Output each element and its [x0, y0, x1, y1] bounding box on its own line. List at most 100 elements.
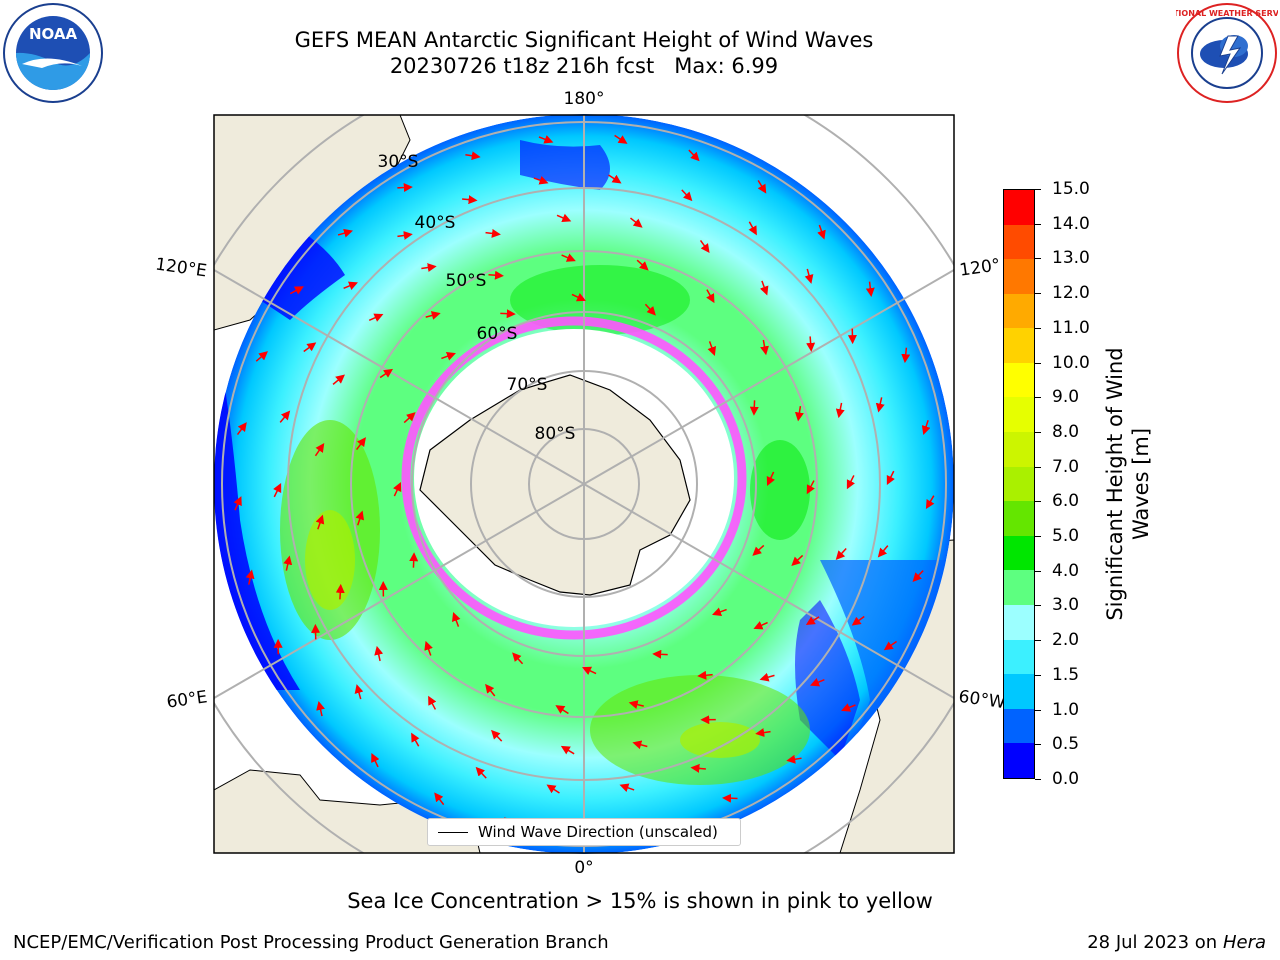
colorbar-swatch — [1004, 189, 1034, 225]
colorbar-tick-mark — [1035, 640, 1041, 642]
wave-direction-arrow — [630, 217, 643, 228]
colorbar-tick-mark — [1035, 709, 1041, 711]
wave-direction-arrow — [462, 195, 478, 205]
colorbar-tick-mark — [1035, 431, 1041, 433]
wave-direction-arrow — [397, 231, 413, 240]
wave-direction-arrow — [475, 766, 487, 779]
wave-direction-arrow — [485, 683, 496, 697]
colorbar-tick-mark — [1035, 744, 1041, 746]
noaa-logo-text: NOAA — [29, 25, 78, 43]
colorbar-swatch — [1004, 328, 1034, 363]
plot-subtitle: 20230726 t18z 216h fcst Max: 6.99 — [389, 54, 779, 78]
wave-direction-arrow — [393, 482, 402, 497]
wave-direction-arrow — [379, 368, 393, 379]
plot-title: GEFS MEAN Antarctic Significant Height o… — [294, 28, 874, 52]
wave-direction-arrow — [688, 149, 700, 162]
wave-direction-arrow — [425, 311, 441, 320]
wave-direction-arrow — [488, 270, 504, 280]
footer-machine: Hera — [1222, 932, 1266, 953]
lat-label-30s: 30°S — [377, 152, 419, 172]
wave-direction-arrow — [835, 402, 845, 419]
wave-direction-arrow — [371, 752, 380, 768]
colorbar-tick-mark — [1035, 189, 1041, 190]
colorbar-swatch — [1004, 397, 1034, 433]
colorbar-swatch — [1004, 570, 1034, 606]
wave-direction-arrow — [355, 510, 365, 526]
colorbar-tick-label: 15.0 — [1052, 179, 1090, 199]
colorbar-tick-mark — [1035, 570, 1041, 572]
wave-direction-arrow — [752, 544, 765, 556]
wave-direction-arrow — [303, 342, 317, 353]
wave-direction-arrow — [712, 607, 727, 617]
wave-direction-arrow — [841, 703, 856, 712]
colorbar-swatch — [1004, 535, 1034, 571]
lat-label-40s: 40°S — [414, 213, 456, 233]
colorbar-tick-mark — [1035, 779, 1041, 780]
colorbar-swatch — [1004, 466, 1034, 502]
colorbar-tick-mark — [1035, 674, 1041, 676]
wave-direction-arrow — [760, 339, 769, 356]
footer-date-text: 28 Jul 2023 on — [1087, 932, 1223, 953]
colorbar-tick-label: 12.0 — [1052, 283, 1090, 304]
colorbar-tick-label: 5.0 — [1052, 526, 1080, 547]
colorbar-tick-label: 1.5 — [1052, 664, 1080, 685]
colorbar-tick-label: 14.0 — [1052, 213, 1090, 234]
wave-direction-arrow — [546, 784, 560, 794]
colorbar-swatch — [1004, 708, 1034, 744]
wave-direction-arrow — [411, 732, 420, 747]
wave-direction-arrow — [571, 293, 586, 302]
wave-direction-arrow — [817, 224, 826, 240]
sea-ice-note: Sea Ice Concentration > 15% is shown in … — [347, 889, 933, 913]
wave-direction-arrow — [485, 228, 501, 238]
wave-direction-arrow — [273, 482, 282, 498]
wave-direction-arrow — [314, 443, 325, 457]
wave-direction-arrow — [332, 374, 345, 385]
wave-direction-arrow — [835, 548, 847, 560]
wave-direction-arrow — [619, 783, 635, 793]
wave-direction-arrow — [538, 135, 554, 144]
wave-direction-arrow — [316, 700, 325, 717]
wave-direction-arrow — [356, 437, 366, 450]
colorbar-swatch — [1004, 362, 1034, 398]
colorbar-swatch — [1004, 674, 1034, 709]
wave-direction-arrow — [753, 621, 768, 630]
wave-direction-arrow — [560, 745, 575, 755]
colorbar-tick-label: 3.0 — [1052, 595, 1080, 616]
wave-direction-arrow — [424, 640, 433, 656]
lon-label-180: 180° — [563, 89, 605, 109]
wave-direction-arrow — [875, 397, 885, 413]
wave-direction-arrow — [883, 640, 897, 651]
wave-direction-arrow — [279, 410, 291, 423]
wave-direction-arrow — [368, 313, 384, 322]
wave-direction-arrow — [722, 793, 738, 803]
colorbar-tick-mark — [1035, 258, 1041, 260]
map-legend: Wind Wave Direction (unscaled) — [427, 818, 741, 846]
colorbar-label-line1: Significant Height of Wind — [1103, 347, 1127, 621]
lon-label-0: 0° — [574, 858, 594, 878]
colorbar-tick-label: 0.0 — [1052, 769, 1080, 789]
wave-direction-arrow — [434, 792, 445, 806]
colorbar-swatch — [1004, 224, 1034, 260]
wave-direction-arrow — [681, 189, 693, 202]
colorbar-tick-mark — [1035, 605, 1041, 607]
wave-direction-arrow — [804, 268, 814, 284]
colorbar-tick-label: 11.0 — [1052, 317, 1090, 338]
wave-direction-arrow — [337, 228, 353, 238]
colorbar-tick-label: 9.0 — [1052, 387, 1080, 408]
wave-direction-arrow — [697, 670, 713, 680]
colorbar-swatch — [1004, 432, 1034, 467]
wave-direction-arrow — [533, 175, 549, 185]
wave-direction-arrow — [465, 151, 481, 161]
colorbar-tick-label: 13.0 — [1052, 248, 1090, 269]
wave-direction-arrow — [614, 134, 628, 144]
wave-direction-arrow — [877, 545, 889, 558]
wave-direction-arrow — [707, 341, 717, 356]
footer-branch: NCEP/EMC/Verification Post Processing Pr… — [13, 932, 609, 953]
wave-direction-arrow — [283, 555, 293, 571]
wave-direction-arrow — [925, 495, 935, 510]
wave-direction-arrow — [786, 754, 802, 764]
colorbar-label-line2: Waves [m] — [1129, 427, 1153, 541]
wave-direction-arrow — [608, 174, 622, 184]
wave-direction-arrow — [374, 645, 384, 662]
colorbar-tick-label: 2.0 — [1052, 630, 1080, 651]
